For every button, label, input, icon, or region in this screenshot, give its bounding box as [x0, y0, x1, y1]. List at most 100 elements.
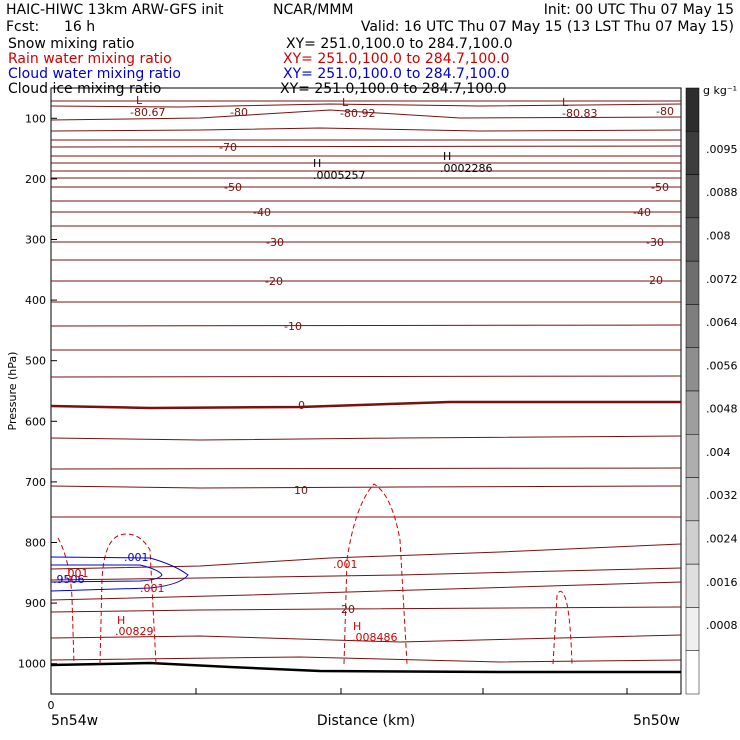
isotherm-20c — [50, 606, 682, 613]
high-marker: H — [313, 157, 321, 170]
colorbar-swatch — [685, 434, 700, 478]
y-axis: 100 200 300 400 500 600 700 800 900 1000 — [18, 112, 57, 671]
y-tick-label: 600 — [25, 415, 46, 428]
cloud-contour-inner — [50, 564, 163, 583]
colorbar-swatch — [685, 87, 700, 132]
temp-label: -80 — [230, 106, 248, 119]
isotherm-minus80 — [50, 109, 682, 121]
colorbar-label: .0064 — [706, 316, 738, 329]
low-marker-1: L — [136, 94, 143, 107]
colorbar-swatch — [685, 477, 700, 522]
terrain-line — [50, 661, 681, 674]
temp-label: -80.92 — [340, 107, 375, 120]
colorbar-label: .0032 — [706, 489, 738, 502]
field-snow-xy: XY= 251.0,100.0 to 284.7,100.0 — [286, 36, 513, 52]
x-tick-label: 0 — [48, 699, 55, 712]
rain-label: .001 — [140, 582, 165, 595]
colorbar-label: .008 — [706, 230, 731, 243]
colorbar-swatch — [685, 217, 700, 262]
colorbar-label: .0048 — [706, 403, 738, 416]
temp-label: 20 — [341, 603, 355, 616]
temp-label: -70 — [219, 141, 237, 154]
high-value: .008486 — [352, 631, 398, 644]
y-tick-label: 200 — [25, 173, 46, 186]
colorbar-swatch — [685, 347, 700, 392]
header: HAIC-HIWC 13km ARW-GFS init NCAR/MMM Ini… — [6, 2, 734, 97]
x-axis-title: Distance (km) — [317, 713, 415, 729]
field-cloud-water-name: Cloud water mixing ratio — [8, 66, 181, 82]
contour-labels: L -80.67 -80 L -80.92 L -80.83 -80 -70 H… — [53, 94, 674, 644]
colorbar-swatch — [685, 174, 700, 219]
isotherm-23 — [50, 467, 682, 470]
y-tick-label: 800 — [25, 537, 46, 550]
isotherm-10 — [50, 485, 682, 489]
y-tick-label: 300 — [25, 234, 46, 247]
temp-label: -10 — [284, 320, 302, 333]
temp-label: -80 — [656, 105, 674, 118]
y-tick-label: 100 — [25, 112, 46, 125]
y-tick-label: 500 — [25, 355, 46, 368]
high-value: .0005257 — [313, 169, 366, 182]
temp-label: -40 — [633, 206, 651, 219]
y-tick-label: 400 — [25, 294, 46, 307]
cloud-contour-outer — [50, 556, 189, 592]
y-axis-title: Pressure (hPa) — [6, 352, 19, 431]
field-rain-name: Rain water mixing ratio — [8, 51, 172, 67]
temp-label: -20 — [645, 274, 663, 287]
x-right-label: 5n50w — [633, 713, 680, 729]
field-snow-name: Snow mixing ratio — [8, 36, 134, 52]
cloud-label: .9506 — [53, 573, 85, 586]
high-marker: H — [443, 150, 451, 163]
isotherm-28 — [50, 581, 682, 601]
temp-label: -30 — [266, 236, 284, 249]
colorbar-label: .0008 — [706, 619, 738, 632]
isotherm-22 — [50, 435, 682, 441]
x-left-label: 5n54w — [51, 713, 98, 729]
fcst-label: Fcst: — [6, 19, 39, 35]
colorbar-unit: g kg⁻¹ — [703, 84, 737, 97]
colorbar-swatch — [685, 563, 700, 608]
init-label: Init: 00 UTC Thu 07 May 15 — [544, 2, 734, 18]
temp-label: -50 — [651, 181, 669, 194]
rain-label: .001 — [64, 567, 89, 580]
temp-label: -80.67 — [130, 106, 165, 119]
rain-contour-right — [552, 590, 573, 665]
low-marker-2: L — [342, 96, 349, 109]
colorbar-label: .0024 — [706, 533, 738, 546]
plot-frame — [50, 87, 682, 695]
colorbar-swatch — [685, 607, 700, 651]
colorbar-swatch — [685, 260, 700, 305]
colorbar-label: .0088 — [706, 186, 738, 199]
high-value: .0002286 — [440, 162, 493, 175]
y-tick-label: 900 — [25, 597, 46, 610]
colorbar-swatch — [685, 304, 700, 348]
valid-label: Valid: 16 UTC Thu 07 May 15 (13 LST Thu … — [361, 19, 734, 35]
org-label: NCAR/MMM — [273, 2, 354, 18]
y-tick-label: 1000 — [18, 658, 46, 671]
colorbar-swatch — [685, 131, 700, 175]
field-cloud-ice-name: Cloud ice mixing ratio — [8, 81, 161, 97]
model-title: HAIC-HIWC 13km ARW-GFS init — [6, 2, 224, 18]
field-cloud-ice-xy: XY= 251.0,100.0 to 284.7,100.0 — [280, 81, 507, 97]
temp-label: 0 — [298, 399, 305, 412]
field-rain-xy: XY= 251.0,100.0 to 284.7,100.0 — [283, 51, 510, 67]
isotherm-top-2 — [50, 103, 682, 108]
low-marker-3: L — [562, 96, 569, 109]
high-value: .00829 — [115, 625, 154, 638]
rain-label: .001 — [333, 558, 358, 571]
fcst-value: 16 h — [64, 19, 95, 35]
isotherm-minus70 — [50, 145, 682, 148]
cloud-water-contours — [50, 556, 189, 592]
temp-label: 10 — [294, 484, 308, 497]
temp-label: -40 — [253, 206, 271, 219]
temp-label: -80.83 — [562, 107, 597, 120]
colorbar-label: .0016 — [706, 576, 738, 589]
isotherm-0 — [50, 400, 681, 410]
y-tick-label: 700 — [25, 476, 46, 489]
isotherm-3 — [50, 127, 682, 132]
colorbar-swatch — [685, 650, 700, 695]
colorbar: g kg⁻¹ .0095 .0088 .008 .0072 .0064 .0056 .004… — [685, 84, 738, 695]
colorbar-label: .0056 — [706, 359, 738, 372]
x-axis: 0 5n54w Distance (km) 5n50w — [48, 688, 680, 729]
